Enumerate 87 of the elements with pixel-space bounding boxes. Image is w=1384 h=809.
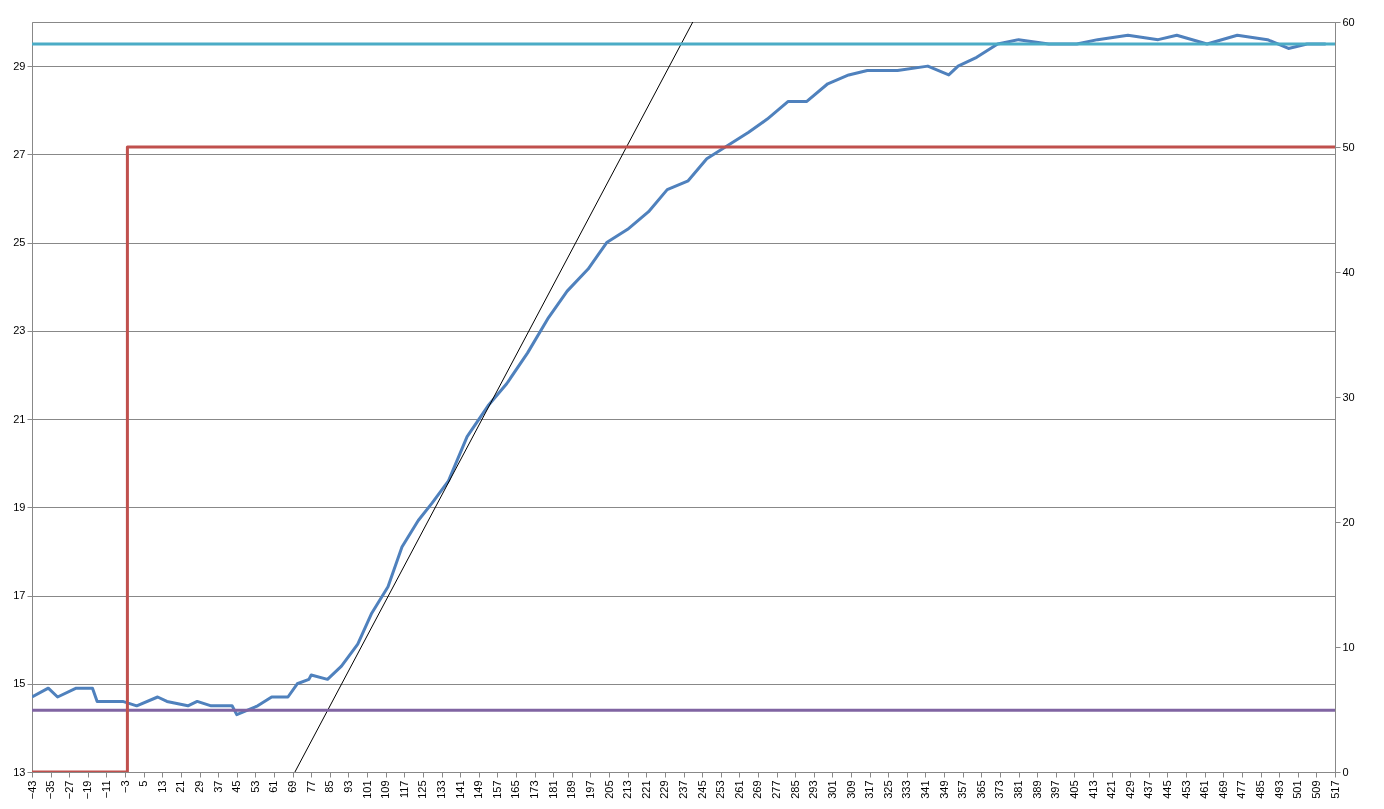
- x-tick-label: 429: [1123, 780, 1136, 799]
- x-tick-label: 277: [770, 780, 783, 799]
- x-tick-label: 109: [379, 780, 392, 799]
- x-tick-label: 445: [1160, 780, 1173, 799]
- x-tick-label: −19: [81, 780, 94, 800]
- x-tick-label: 5: [137, 780, 150, 787]
- x-tick-label: 349: [937, 780, 950, 799]
- x-tick-label: −43: [25, 780, 38, 800]
- x-tick-label: 53: [248, 780, 261, 793]
- x-tick-label: 37: [211, 780, 224, 793]
- y-tick-label: 13: [13, 765, 26, 778]
- x-tick-label: 301: [825, 780, 838, 799]
- x-tick-label: 133: [435, 780, 448, 799]
- x-tick-label: −35: [44, 780, 57, 800]
- x-tick-label: 397: [1049, 780, 1062, 799]
- x-tick-label: 117: [397, 780, 410, 799]
- y-tick-label: 29: [13, 59, 26, 72]
- x-tick-label: 325: [881, 780, 894, 799]
- x-tick-label: −11: [99, 780, 112, 799]
- y2-tick-label: 20: [1342, 515, 1355, 528]
- x-tick-label: 165: [509, 780, 522, 799]
- x-tick-label: 101: [360, 780, 373, 799]
- x-tick-label: 357: [956, 780, 969, 799]
- y2-tick-label: 50: [1342, 140, 1355, 153]
- x-tick-label: 189: [565, 780, 578, 799]
- y-tick-label: 23: [13, 324, 26, 337]
- x-tick-label: 453: [1179, 780, 1192, 799]
- x-tick-label: 237: [677, 780, 689, 799]
- x-tick-label: 245: [695, 780, 708, 799]
- x-tick-label: 13: [155, 780, 168, 793]
- x-tick-label: 373: [993, 780, 1006, 799]
- x-tick-label: 493: [1272, 780, 1285, 799]
- y-tick-label: 25: [13, 236, 26, 249]
- x-tick-label: 405: [1067, 780, 1080, 799]
- x-tick-label: 157: [490, 780, 503, 799]
- x-tick-label: 365: [974, 780, 987, 799]
- x-tick-label: 517: [1328, 780, 1341, 799]
- x-tick-label: 141: [453, 780, 466, 799]
- x-tick-label: 469: [1216, 780, 1229, 799]
- x-tick-label: 149: [472, 780, 485, 799]
- y-tick-label: 27: [13, 147, 26, 160]
- x-tick-label: 213: [621, 780, 634, 799]
- x-tick-label: 61: [267, 780, 280, 793]
- x-tick-label: 29: [193, 780, 206, 793]
- x-tick-label: −3: [118, 780, 131, 794]
- x-tick-label: 21: [174, 780, 187, 793]
- x-tick-label: 477: [1235, 780, 1248, 799]
- x-tick-label: 77: [304, 780, 317, 793]
- x-tick-label: 389: [1030, 780, 1043, 799]
- x-tick-label: 413: [1086, 780, 1099, 799]
- x-tick-label: 205: [602, 780, 615, 799]
- x-tick-label: 501: [1291, 780, 1304, 799]
- x-tick-label: 437: [1142, 780, 1155, 799]
- x-tick-label: 69: [286, 780, 299, 793]
- x-tick-label: 93: [341, 780, 354, 793]
- x-tick-label: −27: [62, 780, 75, 800]
- y2-tick-label: 60: [1342, 15, 1355, 28]
- y2-tick-label: 0: [1342, 765, 1349, 778]
- x-tick-label: 485: [1254, 780, 1267, 799]
- x-tick-label: 293: [807, 780, 820, 799]
- x-tick-label: 317: [863, 780, 876, 799]
- x-tick-label: 197: [583, 780, 596, 799]
- x-tick-label: 85: [323, 780, 336, 793]
- y2-tick-label: 10: [1342, 640, 1355, 653]
- y-tick-label: 15: [13, 677, 26, 690]
- y-tick-label: 21: [13, 412, 26, 425]
- x-tick-label: 229: [658, 780, 671, 799]
- y-tick-label: 17: [13, 589, 26, 602]
- x-tick-label: 333: [900, 780, 913, 799]
- x-tick-label: 509: [1309, 780, 1322, 799]
- y2-tick-label: 40: [1342, 265, 1355, 278]
- x-tick-label: 253: [714, 780, 727, 799]
- x-tick-label: 381: [1012, 780, 1025, 799]
- x-tick-label: 269: [751, 780, 764, 799]
- x-tick-label: 309: [844, 780, 857, 799]
- x-tick-label: 461: [1198, 780, 1211, 799]
- x-tick-label: 173: [528, 780, 541, 799]
- x-tick-label: 45: [230, 780, 243, 793]
- x-tick-label: 421: [1105, 780, 1118, 799]
- y2-tick-label: 30: [1342, 390, 1355, 403]
- x-tick-label: 125: [416, 780, 429, 799]
- x-tick-label: 181: [546, 780, 559, 799]
- x-tick-label: 261: [732, 780, 745, 799]
- y-tick-label: 19: [13, 500, 26, 513]
- x-tick-label: 221: [639, 780, 652, 799]
- x-tick-label: 285: [788, 780, 801, 799]
- x-tick-label: 341: [918, 780, 931, 799]
